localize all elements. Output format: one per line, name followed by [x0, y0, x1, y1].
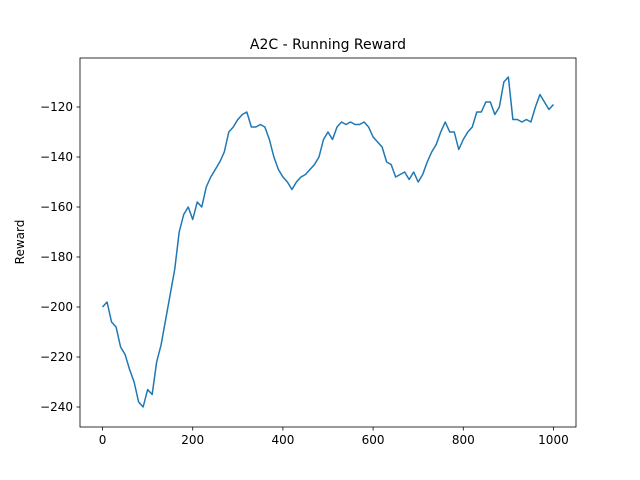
y-tick-label: −160 — [40, 200, 73, 214]
data-line — [101, 76, 555, 408]
plot-frame — [79, 57, 577, 428]
y-tick-label: −200 — [40, 300, 73, 314]
y-tick-label: −180 — [40, 250, 73, 264]
chart-title: A2C - Running Reward — [250, 37, 406, 53]
y-tick-label: −140 — [40, 150, 73, 164]
x-tick-label: 800 — [452, 433, 475, 447]
x-tick-label: 400 — [271, 433, 294, 447]
y-axis-label: Reward — [13, 220, 27, 265]
y-tick-label: −240 — [40, 400, 73, 414]
x-tick-label: 0 — [99, 433, 107, 447]
x-tick-label: 1000 — [538, 433, 569, 447]
y-tick-label: −220 — [40, 350, 73, 364]
y-tick-label: −120 — [40, 100, 73, 114]
x-tick-label: 600 — [362, 433, 385, 447]
x-tick-label: 200 — [181, 433, 204, 447]
